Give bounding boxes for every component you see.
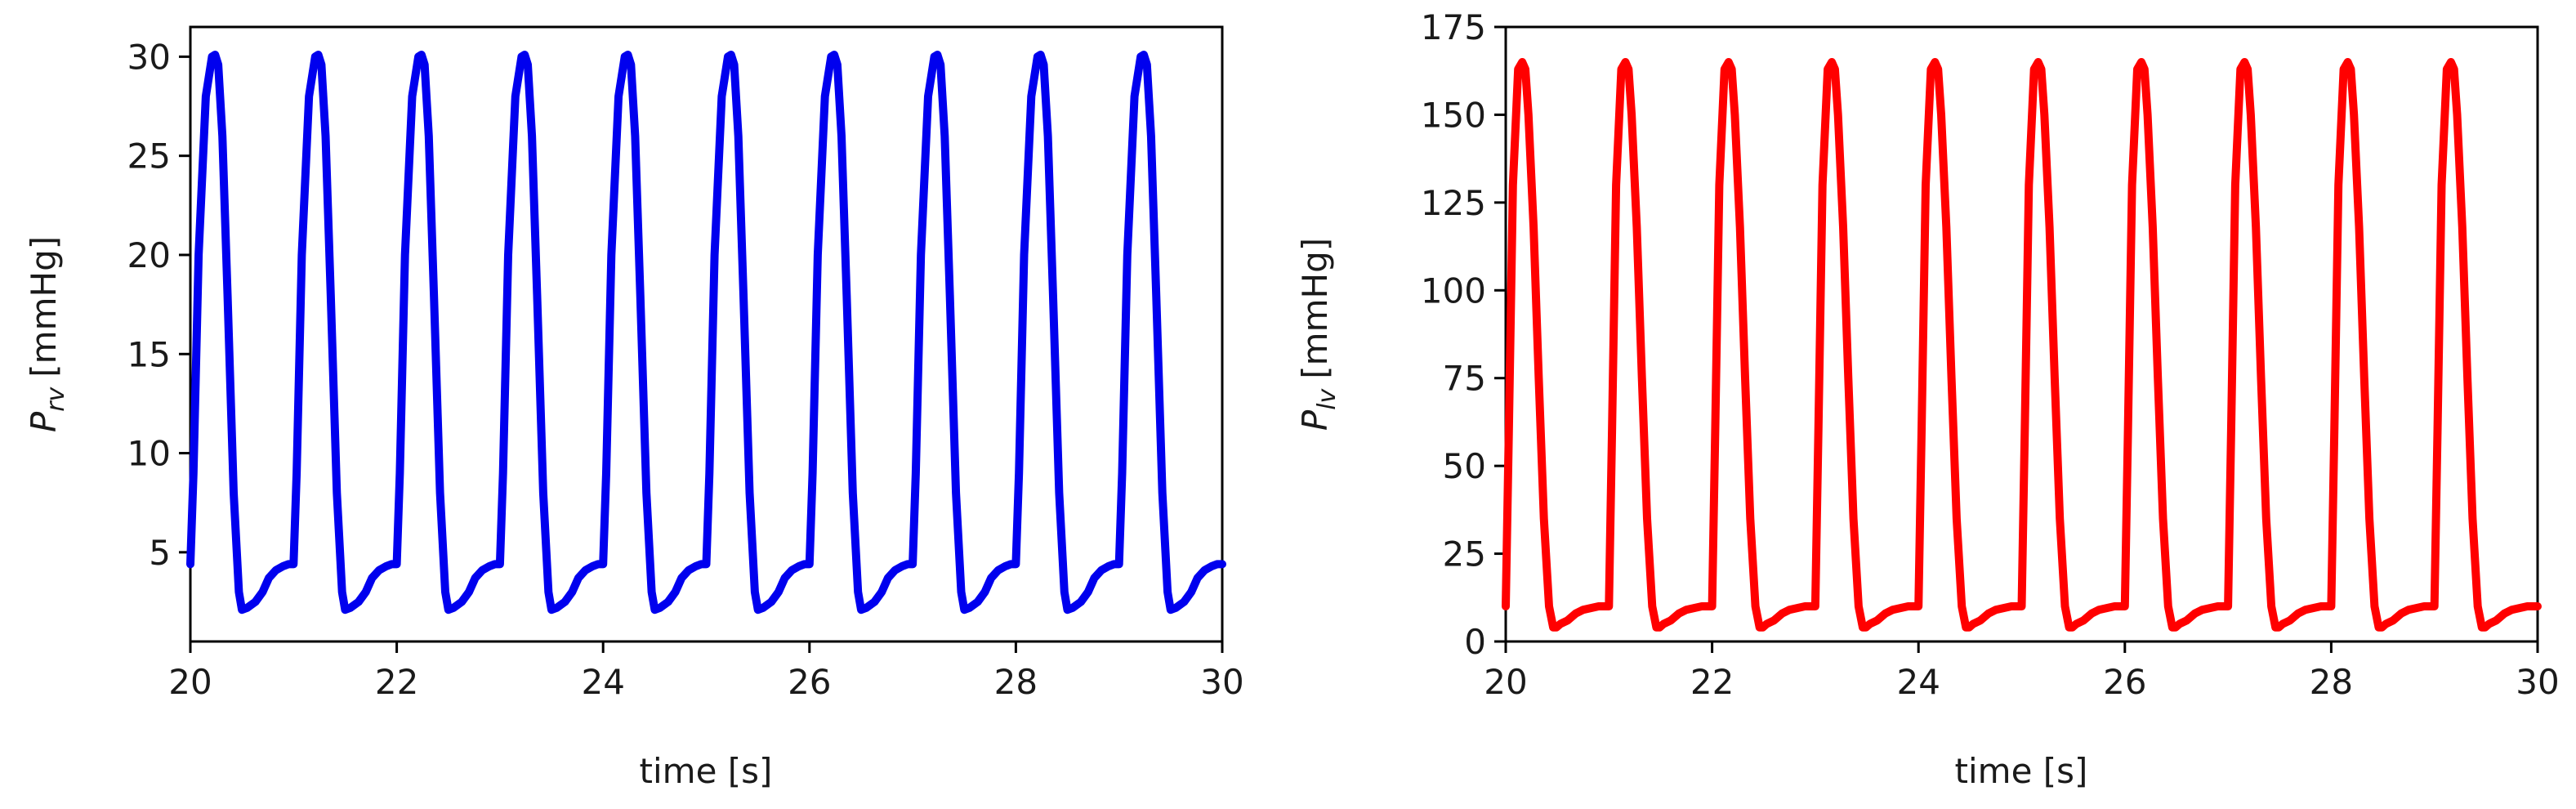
lv-y-tick-label: 0 — [1464, 622, 1486, 662]
rv-y-tick-label: 5 — [149, 533, 171, 573]
lv-y-tick-label: 50 — [1443, 446, 1486, 486]
rv-x-tick-label: 24 — [581, 662, 624, 702]
lv-x-tick-label: 20 — [1484, 662, 1527, 702]
lv-x-ticks: 20 22 24 26 28 30 — [1484, 641, 2560, 702]
rv-y-ticks: 5 10 15 20 25 30 — [127, 37, 190, 573]
rv-y-tick-label: 20 — [127, 235, 171, 275]
lv-plot-frame — [1504, 25, 2539, 643]
lv-y-tick-label: 150 — [1421, 95, 1486, 135]
lv-x-tick-label: 26 — [2103, 662, 2146, 702]
rv-y-tick-label: 15 — [127, 334, 171, 374]
rv-y-tick-label: 10 — [127, 434, 171, 474]
rv-y-axis-label-sub: rv — [42, 386, 70, 411]
rv-y-axis-label: Prv [mmHg] — [24, 236, 70, 432]
lv-y-axis-label-sub: lv — [1313, 387, 1342, 409]
lv-y-tick-label: 125 — [1421, 183, 1486, 223]
rv-x-tick-label: 26 — [788, 662, 831, 702]
rv-pressure-line — [186, 51, 1226, 615]
lv-y-tick-label: 25 — [1443, 534, 1486, 574]
rv-pressure-chart: 5 10 15 20 25 30 20 22 24 26 28 30 time [s] Prv [mm… — [24, 25, 1244, 791]
lv-y-tick-label: 75 — [1443, 359, 1486, 399]
rv-series — [186, 51, 1226, 615]
lv-y-tick-label: 100 — [1421, 270, 1486, 311]
rv-y-axis-label-main: P — [24, 411, 64, 432]
rv-x-tick-label: 22 — [375, 662, 418, 702]
rv-y-tick-label: 30 — [127, 37, 171, 77]
rv-x-axis-label: time [s] — [640, 751, 773, 791]
lv-y-axis-label-main: P — [1295, 409, 1335, 431]
rv-x-tick-label: 20 — [168, 662, 212, 702]
rv-x-tick-label: 28 — [994, 662, 1038, 702]
lv-x-tick-label: 24 — [1896, 662, 1940, 702]
rv-x-tick-label: 30 — [1200, 662, 1243, 702]
lv-y-tick-label: 175 — [1421, 7, 1486, 47]
lv-y-axis-label-unit: [mmHg] — [1295, 238, 1335, 379]
rv-x-ticks: 20 22 24 26 28 30 — [168, 641, 1244, 702]
lv-series — [1502, 58, 2542, 632]
rv-plot-frame — [189, 25, 1224, 643]
lv-y-axis-label: Plv [mmHg] — [1295, 238, 1342, 431]
lv-x-tick-label: 28 — [2310, 662, 2353, 702]
rv-y-tick-label: 25 — [127, 136, 171, 177]
rv-y-axis-label-unit: [mmHg] — [24, 236, 64, 378]
lv-x-tick-label: 30 — [2516, 662, 2559, 702]
lv-x-tick-label: 22 — [1690, 662, 1734, 702]
lv-x-axis-label: time [s] — [1955, 751, 2088, 791]
lv-pressure-chart: 0 25 50 75 100 125 150 175 20 22 24 26 28 30 time [s… — [1295, 7, 2560, 791]
lv-pressure-line — [1502, 58, 2542, 632]
lv-y-ticks: 0 25 50 75 100 125 150 175 — [1421, 7, 1506, 662]
